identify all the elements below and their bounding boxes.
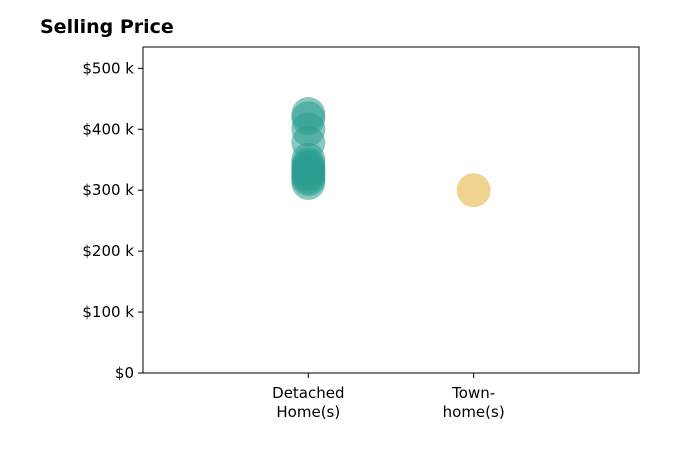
y-tick-label-5: $500 k [82, 59, 134, 77]
x-tick-label-0-line-0: Detached [272, 384, 344, 402]
y-tick-label-4: $400 k [82, 120, 134, 138]
x-tick-label-0-line-1: Home(s) [276, 403, 340, 421]
points-layer [291, 97, 491, 208]
y-tick-label-3: $300 k [82, 181, 134, 199]
y-tick-label-0: $0 [115, 364, 134, 382]
x-tick-label-1-line-1: home(s) [443, 403, 505, 421]
chart-title: Selling Price [40, 16, 174, 38]
y-tick-label-2: $200 k [82, 242, 134, 260]
data-point-1-0 [456, 173, 491, 208]
plot-frame [142, 46, 640, 374]
y-tick-label-1: $100 k [82, 303, 134, 321]
y-axis: $0 $100 k $200 k $300 k $400 k $500 k [82, 59, 143, 382]
x-tick-label-1-line-0: Town- [451, 384, 495, 402]
data-point-0-12 [291, 97, 326, 132]
